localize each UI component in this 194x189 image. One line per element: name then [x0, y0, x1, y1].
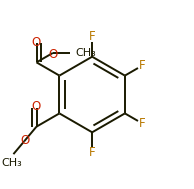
Text: F: F [139, 59, 145, 72]
Text: O: O [49, 48, 58, 61]
Text: O: O [21, 134, 30, 147]
Text: F: F [89, 146, 95, 159]
Text: F: F [89, 30, 95, 43]
Text: F: F [139, 117, 145, 130]
Text: O: O [31, 36, 40, 49]
Text: CH₃: CH₃ [75, 48, 96, 57]
Text: O: O [31, 100, 40, 113]
Text: CH₃: CH₃ [1, 158, 22, 167]
